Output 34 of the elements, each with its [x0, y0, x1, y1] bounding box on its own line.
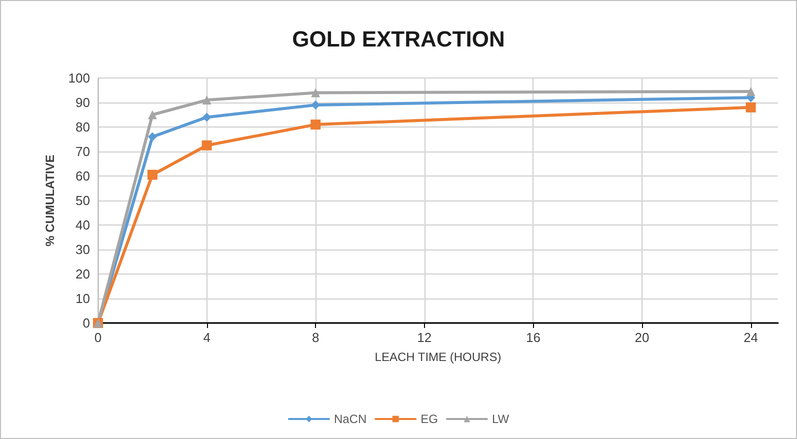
y-tick-label: 40 — [76, 218, 90, 232]
point — [746, 102, 756, 112]
y-tick-label: 100 — [68, 70, 90, 86]
y-tick-label: 90 — [76, 95, 90, 110]
chart-title: GOLD EXTRACTION — [292, 26, 505, 52]
point — [147, 170, 158, 180]
y-tick-label: 30 — [76, 242, 90, 257]
point — [746, 86, 756, 96]
y-tick-label: 0 — [82, 316, 90, 330]
point — [148, 110, 157, 120]
x-tick-label: 20 — [634, 330, 650, 345]
legend-label: LW — [492, 412, 510, 426]
point — [310, 120, 321, 130]
y-tick-label: 10 — [76, 291, 90, 306]
x-tick-label: 16 — [526, 330, 540, 345]
x-tick-label: 12 — [417, 330, 432, 345]
legend-label: EG — [420, 412, 438, 426]
y-tick-label: 50 — [76, 193, 90, 208]
point — [148, 132, 157, 142]
y-tick-label: 70 — [76, 144, 90, 159]
y-tick-label: 60 — [76, 168, 90, 184]
point — [202, 140, 212, 150]
point — [202, 96, 212, 105]
point — [202, 112, 212, 122]
x-tick-label: 0 — [94, 330, 102, 345]
y-tick-label: 20 — [76, 266, 90, 282]
y-tick-label: 80 — [76, 120, 90, 134]
x-tick-label: 8 — [312, 330, 320, 345]
point — [311, 88, 320, 98]
x-axis-title: LEACH TIME (HOURS) — [374, 350, 502, 364]
x-tick-label: 4 — [203, 330, 210, 345]
legend-label: NaCN — [334, 412, 367, 426]
x-tick-label: 24 — [744, 330, 758, 345]
y-axis-title: % CUMULATIVE — [43, 154, 57, 246]
